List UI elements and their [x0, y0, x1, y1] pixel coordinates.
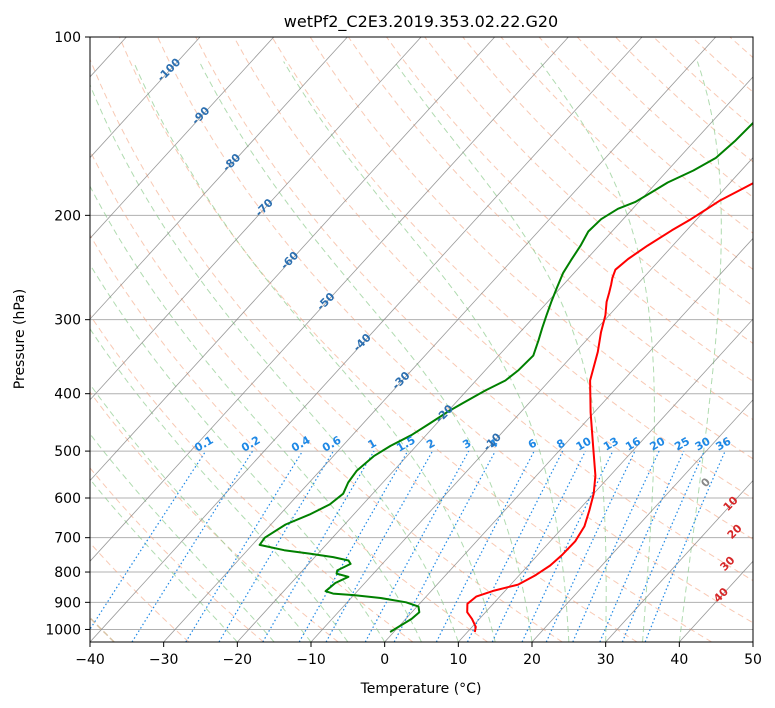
chart-title: wetPf2_C2E3.2019.353.02.22.G20 [284, 12, 558, 32]
x-axis-title: Temperature (°C) [360, 681, 482, 697]
y-tick-label: 700 [54, 531, 81, 547]
y-tick-label: 300 [54, 313, 81, 329]
dry-adiabat-line [90, 467, 264, 642]
dewpoint-profile-line [258, 121, 753, 633]
moist-adiabat-line [90, 433, 275, 642]
moist-adiabat-line [133, 61, 496, 642]
dry-adiabat-line [118, 37, 712, 642]
isotherm-line [90, 37, 275, 239]
dry-adiabat-line [90, 542, 190, 642]
dry-adiabat-line [309, 37, 753, 460]
y-axis-title: Pressure (hPa) [12, 289, 28, 389]
isotherm-line [605, 479, 753, 642]
x-tick-label: −40 [75, 652, 105, 668]
moist-adiabat-line [678, 61, 722, 642]
isotherm-line [458, 318, 753, 642]
axis-ticks: −40 −30 −20 −10 0 10 20 30 40 50 100 200 300 400 500 60… [45, 30, 762, 668]
mixing-ratio-line [599, 450, 685, 642]
x-tick-label: −30 [149, 652, 179, 668]
grid-layer [90, 37, 753, 630]
x-tick-label: 50 [744, 652, 762, 668]
y-tick-label: 200 [54, 208, 81, 224]
x-tick-label: 10 [449, 652, 467, 668]
dry-adiabat-line [347, 37, 753, 421]
moist-adiabat-line [90, 327, 349, 642]
plot-frame [89, 36, 754, 643]
mixing-ratio-line [393, 450, 496, 642]
mixing-ratio-line [90, 450, 207, 631]
y-tick-label: 100 [54, 30, 81, 46]
moist-adiabat-line [283, 61, 570, 642]
y-tick-label: 800 [54, 565, 81, 581]
mixing-ratio-line [644, 450, 726, 642]
x-tick-label: 30 [597, 652, 615, 668]
isotherm-line [237, 76, 753, 642]
isotherm-line [90, 37, 422, 401]
x-tick-label: 20 [523, 652, 541, 668]
mixing-ratio-line [364, 450, 470, 642]
mixing-ratio-line [131, 450, 254, 642]
isotherm-line [384, 237, 753, 642]
profile-series [258, 121, 753, 633]
x-tick-label: 40 [670, 652, 688, 668]
dry-adiabat-line [157, 37, 753, 624]
isotherm-line [90, 37, 201, 159]
moist-adiabat-line [393, 61, 607, 642]
x-tick-label: −10 [296, 652, 326, 668]
isotherm-line [163, 37, 717, 642]
mixing-ratio-line [325, 450, 434, 642]
moist-adiabat-line [90, 383, 312, 642]
dry-adiabat-line [271, 37, 753, 500]
dry-adiabat-line [90, 234, 488, 642]
isotherms [90, 37, 753, 642]
y-tick-label: 500 [54, 444, 81, 460]
moist-adiabat-line [90, 83, 459, 642]
isotherm-line [90, 37, 496, 482]
moist-adiabat-line [90, 263, 386, 642]
x-tick-label: −20 [223, 652, 253, 668]
moist-adiabats [90, 61, 722, 642]
mixing-ratio-line [572, 450, 660, 642]
dry-adiabat-line [90, 58, 638, 642]
moist-adiabat-line [539, 61, 655, 642]
dry-adiabat-line [386, 37, 753, 382]
y-tick-label: 600 [54, 491, 81, 507]
isotherm-line [90, 37, 348, 320]
moist-adiabat-line [90, 185, 422, 642]
y-tick-label: 900 [54, 595, 81, 611]
dry-adiabat-line [195, 37, 753, 582]
isotherm-line [531, 399, 753, 642]
mixing-ratio-line [466, 450, 564, 642]
mixing-ratio-lines [90, 450, 726, 642]
mixing-ratio-line [185, 450, 304, 642]
dry-adiabat-line [90, 149, 563, 642]
y-tick-label: 1000 [45, 622, 81, 638]
temperature-profile-line [466, 182, 753, 633]
isotherm-line [90, 37, 569, 562]
isotherm-line [310, 157, 753, 642]
mixing-ratio-line [621, 450, 705, 642]
x-tick-label: 0 [380, 652, 389, 668]
moist-adiabat-line [198, 61, 533, 642]
y-tick-label: 400 [54, 387, 81, 403]
isotherm-line [90, 37, 643, 642]
